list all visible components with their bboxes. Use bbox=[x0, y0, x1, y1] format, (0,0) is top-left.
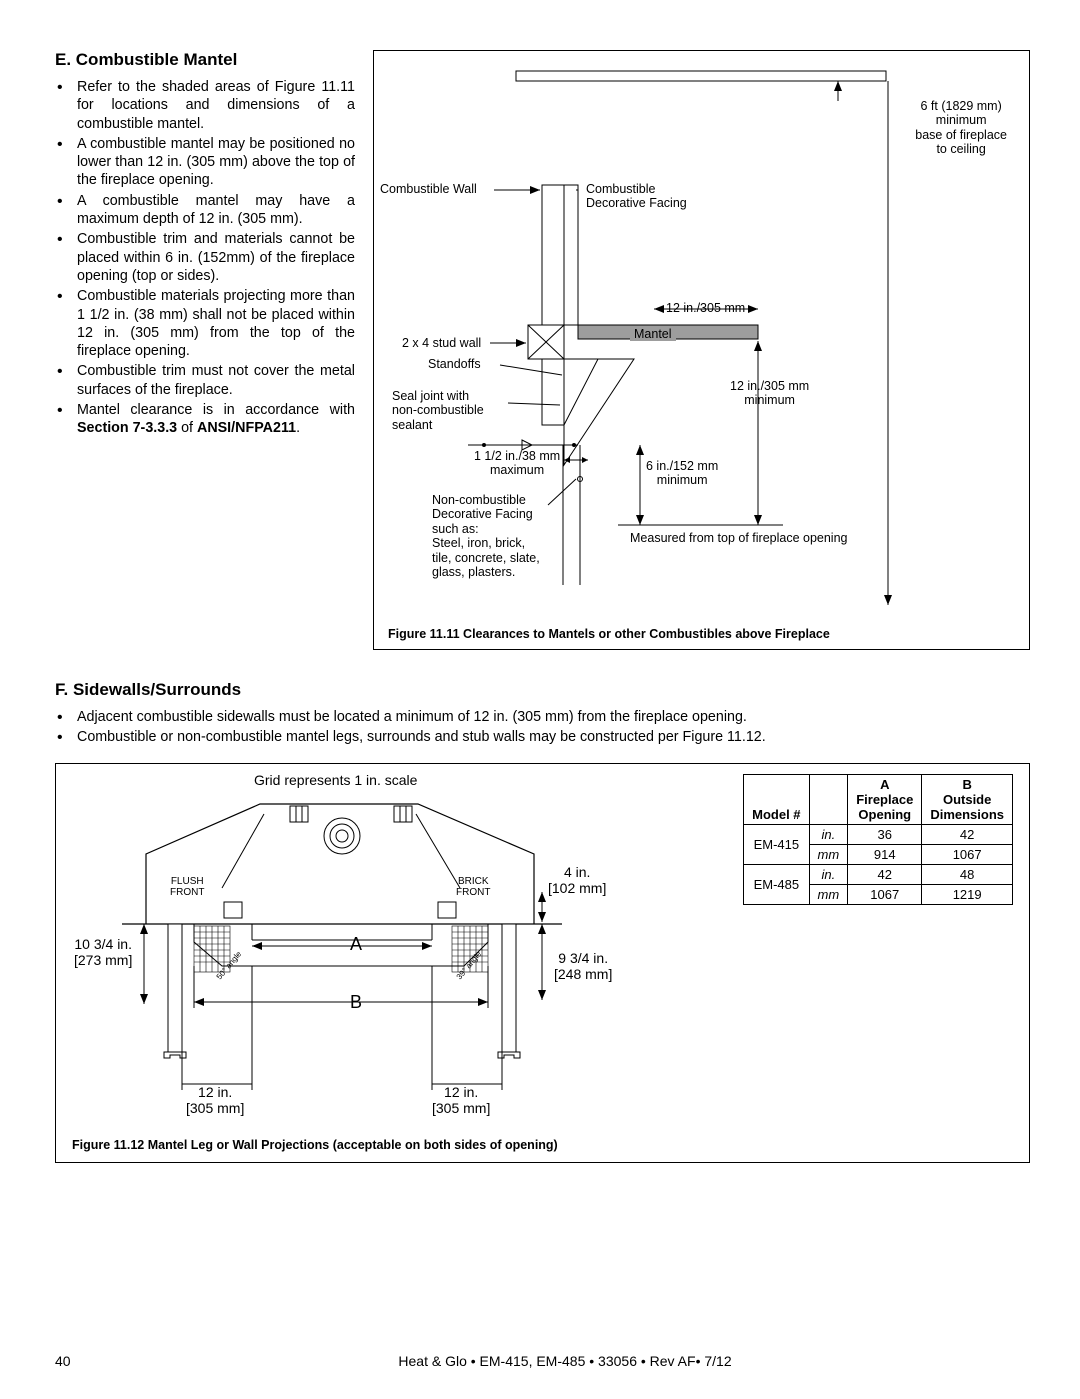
six-in-min-label: 6 in./152 mmminimum bbox=[646, 459, 718, 488]
th-b: BOutsideDimensions bbox=[922, 774, 1013, 824]
page-footer: 40 Heat & Glo • EM-415, EM-485 • 33056 •… bbox=[0, 1353, 1080, 1369]
brick-front-label: BRICKFRONT bbox=[456, 876, 490, 899]
bullet: A combustible mantel may have a maximum … bbox=[77, 192, 355, 229]
bullet: Adjacent combustible sidewalls must be l… bbox=[77, 708, 1030, 726]
figure-11-12-svg: 50° angle 39° angle bbox=[72, 794, 632, 1124]
bullet-bold: ANSI/NFPA211 bbox=[197, 420, 296, 436]
bullet-text: . bbox=[296, 420, 300, 436]
letter-a: A bbox=[350, 934, 362, 955]
flush-front-label: FLUSHFRONT bbox=[170, 876, 204, 899]
bullet: Combustible trim and materials cannot be… bbox=[77, 230, 355, 285]
combustible-facing-label: CombustibleDecorative Facing bbox=[586, 182, 687, 211]
mantel-12in-label: 12 in./305 mm bbox=[666, 301, 745, 315]
svg-text:39° angle: 39° angle bbox=[455, 949, 484, 981]
bullet: Mantel clearance is in accordance with S… bbox=[77, 401, 355, 438]
figure-11-11-caption: Figure 11.11 Clearances to Mantels or ot… bbox=[388, 627, 1015, 641]
nine-three-quarter-label: 9 3/4 in.[248 mm] bbox=[554, 950, 612, 982]
svg-text:50° angle: 50° angle bbox=[215, 949, 244, 981]
stud-wall-label: 2 x 4 stud wall bbox=[402, 336, 481, 350]
ceiling-note: 6 ft (1829 mm) minimum base of fireplace… bbox=[915, 99, 1007, 157]
section-e-bullets: Refer to the shaded areas of Figure 11.1… bbox=[55, 78, 355, 438]
section-f-heading: F. Sidewalls/Surrounds bbox=[55, 680, 1030, 700]
figure-11-12: Grid represents 1 in. scale bbox=[55, 763, 1030, 1163]
grid-note: Grid represents 1 in. scale bbox=[254, 772, 417, 788]
footer-center: Heat & Glo • EM-415, EM-485 • 33056 • Re… bbox=[105, 1353, 1025, 1369]
bullet-text: of bbox=[177, 420, 197, 436]
bullet: Combustible trim must not cover the meta… bbox=[77, 362, 355, 399]
dimensions-table: Model # AFireplaceOpening BOutsideDimens… bbox=[743, 774, 1013, 905]
combustible-wall-label: Combustible Wall bbox=[380, 182, 477, 196]
table-row: EM-415 in. 36 42 bbox=[744, 824, 1013, 844]
bullet: Combustible materials projecting more th… bbox=[77, 287, 355, 360]
section-f-bullets: Adjacent combustible sidewalls must be l… bbox=[55, 708, 1030, 747]
page-number: 40 bbox=[55, 1353, 105, 1369]
seal-joint-label: Seal joint withnon-combustiblesealant bbox=[392, 389, 484, 432]
bullet: Refer to the shaded areas of Figure 11.1… bbox=[77, 78, 355, 133]
figure-11-12-caption: Figure 11.12 Mantel Leg or Wall Projecti… bbox=[72, 1138, 558, 1152]
twelve-in-left: 12 in.[305 mm] bbox=[186, 1084, 244, 1116]
mantel-label: Mantel bbox=[630, 327, 676, 341]
bullet-text: Mantel clearance is in accordance with bbox=[77, 402, 355, 418]
bullet: A combustible mantel may be positioned n… bbox=[77, 135, 355, 190]
bullet-bold: Section 7-3.3.3 bbox=[77, 420, 177, 436]
38mm-max-label: 1 1/2 in./38 mmmaximum bbox=[474, 449, 560, 478]
four-in-label: 4 in.[102 mm] bbox=[548, 864, 606, 896]
twelve-in-min-label: 12 in./305 mmminimum bbox=[730, 379, 809, 408]
th-model: Model # bbox=[744, 774, 809, 824]
non-combustible-facing-label: Non-combustible Decorative Facing such a… bbox=[432, 493, 540, 579]
th-a: AFireplaceOpening bbox=[848, 774, 922, 824]
bullet: Combustible or non-combustible mantel le… bbox=[77, 728, 1030, 746]
section-e-heading: E. Combustible Mantel bbox=[55, 50, 355, 70]
twelve-in-right: 12 in.[305 mm] bbox=[432, 1084, 490, 1116]
ten-three-quarter-label: 10 3/4 in.[273 mm] bbox=[74, 936, 132, 968]
figure-11-11: 6 ft (1829 mm) minimum base of fireplace… bbox=[373, 50, 1030, 650]
standoffs-label: Standoffs bbox=[428, 357, 481, 371]
letter-b: B bbox=[350, 992, 362, 1013]
table-row: EM-485 in. 42 48 bbox=[744, 864, 1013, 884]
measured-from-label: Measured from top of fireplace opening bbox=[630, 531, 848, 545]
